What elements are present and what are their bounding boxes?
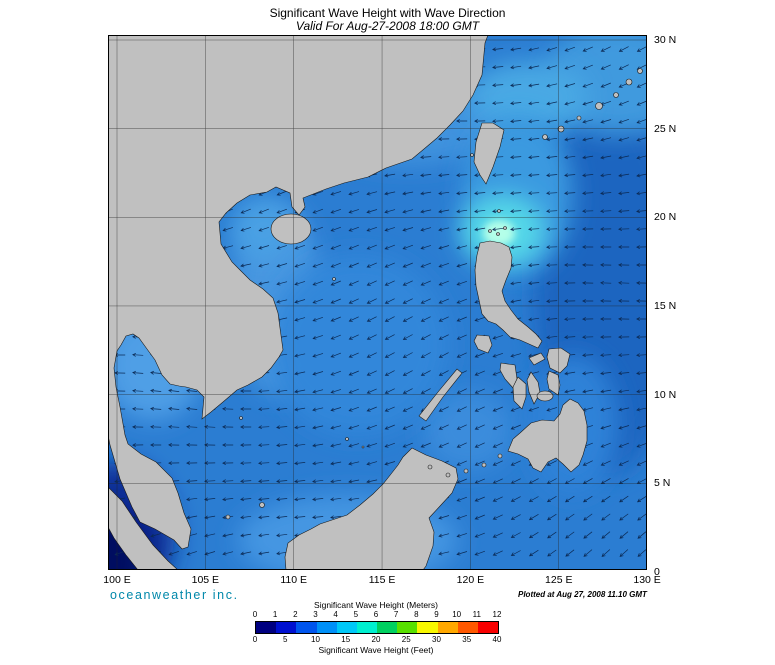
legend-meter-scale: 0 1 2 3 4 5 6 7 8 9 10 11 12 (252, 610, 502, 619)
meter-tick-label: 1 (272, 610, 278, 619)
meter-tick-label: 11 (472, 610, 481, 619)
legend-colorbar (255, 621, 499, 634)
land-sulu-islands (427, 453, 503, 478)
feet-tick-label: 15 (341, 635, 351, 644)
lon-tick-label: 110 E (280, 574, 308, 586)
lat-tick-label: 15 N (654, 299, 677, 312)
feet-tick-label: 10 (311, 635, 320, 644)
colorbar-segment (276, 622, 297, 633)
feet-tick-label: 5 (283, 635, 288, 644)
page-title: Significant Wave Height with Wave Direct… (269, 6, 506, 20)
lat-tick-label: 10 N (654, 388, 677, 401)
meter-tick-label: 4 (333, 610, 338, 619)
meter-tick-label: 0 (252, 610, 258, 619)
colorbar-segment (457, 622, 478, 633)
lon-tick-label: 105 E (191, 574, 220, 586)
oceanweather-brand: oceanweather inc. (110, 588, 239, 602)
land-samar (546, 347, 571, 374)
meter-tick-label: 3 (313, 610, 318, 619)
land-small-islands (225, 153, 474, 520)
feet-tick-label: 20 (371, 635, 381, 644)
longitude-axis: 100 E 105 E 110 E 115 E 120 E 125 E 130 E (0, 574, 775, 588)
land-bohol (536, 390, 554, 402)
land-masbate (528, 352, 546, 366)
lat-tick-label: 5 N (654, 477, 671, 490)
colorbar-segment (316, 622, 337, 633)
lat-tick-label: 20 N (654, 211, 677, 224)
colorbar-segment (256, 622, 277, 633)
land-babuyan-batanes-islands (488, 209, 507, 236)
legend-meters-title: Significant Wave Height (Meters) (314, 600, 438, 610)
lon-tick-label: 130 E (633, 574, 661, 586)
feet-tick-label: 35 (462, 635, 472, 644)
meter-tick-label: 9 (434, 610, 439, 619)
meter-tick-label: 2 (293, 610, 298, 619)
land-layer (108, 35, 643, 570)
meter-tick-label: 5 (353, 610, 359, 619)
land-mindanao (507, 398, 588, 473)
latitude-axis: 30 N 25 N 20 N 15 N 10 N 5 N 0 (654, 0, 714, 610)
lat-tick-label: 30 N (654, 34, 677, 46)
land-borneo (284, 447, 459, 570)
colorbar-segment (477, 622, 499, 633)
land-sumatra (108, 486, 179, 570)
land-mainland-asia (108, 35, 489, 550)
lon-tick-label: 125 E (545, 574, 573, 586)
colorbar-segment (417, 622, 438, 633)
land-hainan (270, 213, 312, 245)
feet-tick-label: 0 (252, 635, 258, 644)
colorbar-segment (336, 622, 357, 633)
lon-tick-label: 120 E (456, 574, 485, 586)
colorbar-segment (377, 622, 398, 633)
land-ryukyu-islands (542, 68, 643, 140)
colorbar-segment (356, 622, 378, 633)
land-leyte (546, 370, 561, 396)
map-canvas (108, 35, 647, 570)
lat-tick-label: 25 N (654, 122, 677, 135)
meter-tick-label: 10 (452, 610, 462, 619)
feet-tick-label: 30 (432, 635, 441, 644)
meter-tick-label: 8 (414, 610, 419, 619)
colorbar-segment (397, 622, 418, 633)
land-palawan (418, 368, 463, 422)
land-mindoro (473, 334, 493, 354)
map-border (108, 35, 647, 570)
legend-feet-scale: 0 5 10 15 20 25 30 35 40 (252, 635, 502, 644)
land-luzon (474, 240, 543, 349)
feet-tick-label: 40 (492, 635, 502, 644)
land-negros (512, 376, 527, 410)
lon-tick-label: 100 E (103, 574, 131, 586)
meter-tick-label: 12 (492, 610, 502, 619)
meter-tick-label: 6 (373, 610, 379, 619)
land-taiwan (473, 122, 505, 185)
valid-time-subtitle: Valid For Aug-27-2008 18:00 GMT (295, 19, 480, 33)
lat-tick-label: 0 (654, 565, 660, 578)
legend-feet-title: Significant Wave Height (Feet) (318, 645, 434, 655)
lon-tick-label: 115 E (368, 574, 396, 586)
colorbar-segment (437, 622, 458, 633)
plotted-timestamp: Plotted at Aug 27, 2008 11.10 GMT (518, 590, 647, 599)
meter-tick-label: 7 (393, 610, 399, 619)
map-svg (108, 35, 647, 570)
feet-tick-label: 25 (401, 635, 411, 644)
grid-layer (108, 35, 647, 570)
colorbar-segment (296, 622, 317, 633)
